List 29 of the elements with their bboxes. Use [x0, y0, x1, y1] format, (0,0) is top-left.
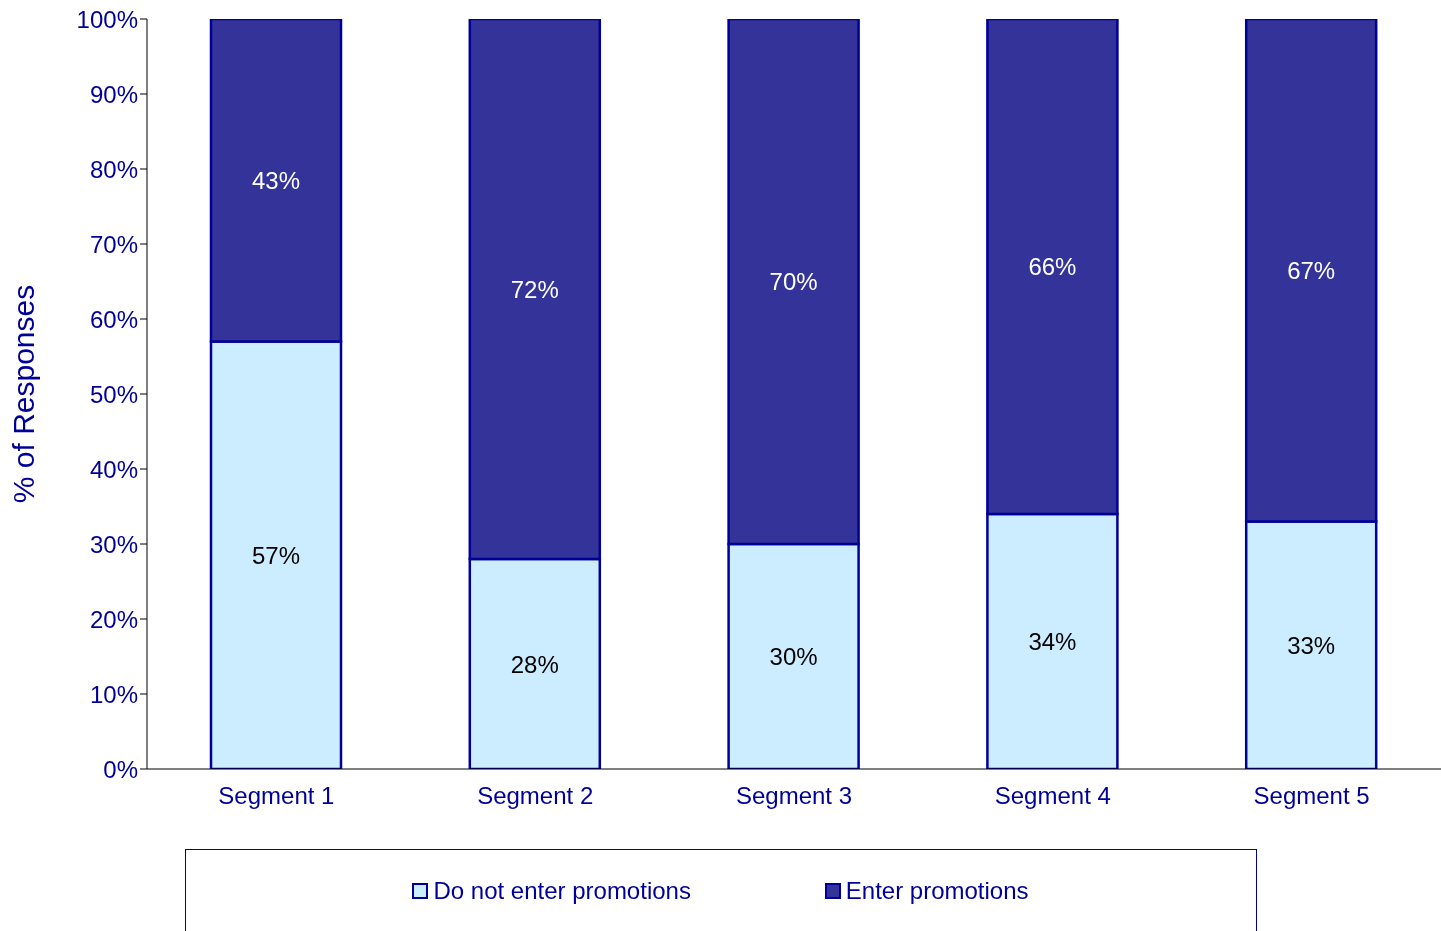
data-label: 34%	[1028, 628, 1077, 655]
y-tick-label: 50%	[89, 380, 138, 408]
y-tick-label: 80%	[89, 155, 138, 183]
y-tick-label: 100%	[76, 5, 138, 33]
data-label: 66%	[1028, 253, 1077, 280]
y-tick-label: 30%	[89, 530, 138, 558]
data-label: 28%	[510, 650, 559, 678]
data-label: 30%	[769, 643, 818, 670]
y-axis-title: % of Responses	[6, 284, 40, 504]
data-label: 72%	[510, 275, 559, 303]
y-tick-label: 10%	[89, 680, 138, 708]
legend-label: Do not enter promotions	[433, 876, 691, 905]
data-label: 57%	[251, 541, 301, 569]
y-tick-label: 70%	[89, 230, 138, 258]
y-tick-label: 0%	[103, 755, 138, 783]
x-tick-label: Segment 3	[735, 782, 853, 810]
y-tick-label: 20%	[89, 605, 138, 633]
data-label: 43%	[251, 166, 301, 194]
x-tick-label: Segment 2	[477, 782, 594, 810]
y-tick-label: 90%	[89, 80, 138, 108]
y-tick-label: 60%	[89, 305, 138, 333]
legend-label: Enter promotions	[845, 876, 1029, 905]
data-label: 33%	[1287, 631, 1336, 659]
y-tick-label: 40%	[89, 455, 138, 483]
x-tick-label: Segment 5	[1253, 782, 1370, 810]
x-tick-label: Segment 1	[218, 782, 335, 810]
data-label: 67%	[1287, 256, 1336, 284]
data-label: 70%	[769, 268, 818, 295]
x-tick-label: Segment 4	[994, 782, 1111, 810]
